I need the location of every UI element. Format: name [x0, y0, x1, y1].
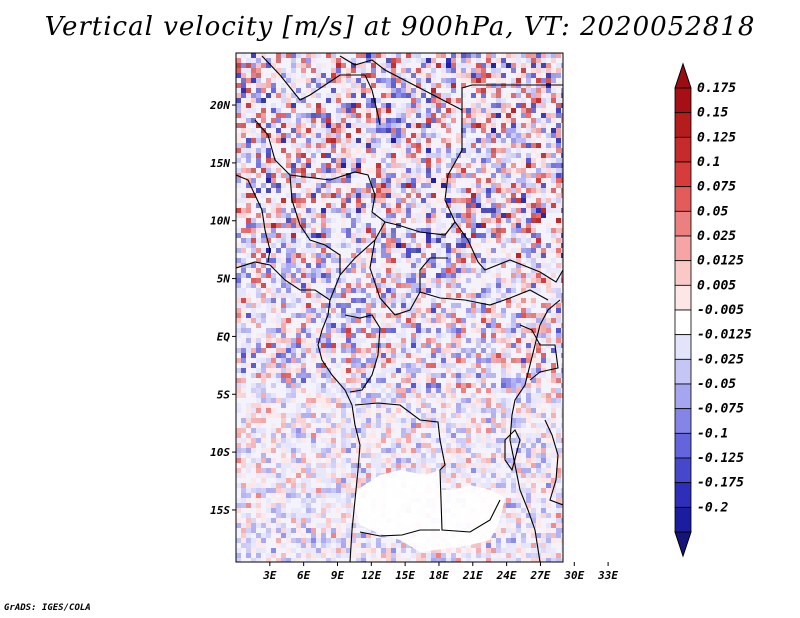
border-east-africa: [519, 324, 559, 381]
border-nigeria: [289, 174, 341, 275]
border-car: [384, 221, 456, 236]
lon-tick-label: 21E: [462, 569, 483, 582]
colorbar-label: 0.15: [697, 106, 728, 121]
colorbar-swatch: [674, 186, 692, 212]
colorbar-label: -0.0125: [697, 328, 752, 343]
lat-tick-label: 5S: [217, 388, 231, 401]
colorbar-swatch: [674, 408, 692, 434]
colorbar-swatch: [674, 482, 692, 508]
border-lake: [504, 429, 521, 472]
colorbar-label: -0.005: [697, 303, 744, 318]
lon-tick-label: 30E: [563, 569, 584, 582]
lat-tick-label: 10S: [210, 446, 230, 459]
lon-tick-label: 33E: [597, 569, 618, 582]
latitude-axis: 20N 15N 10N 5N EQ 5S 10S 15S: [209, 99, 236, 517]
border-drc-south: [354, 402, 501, 533]
colorbar-label: -0.125: [697, 451, 744, 466]
coastline-west: [236, 261, 361, 562]
colorbar-label: 0.125: [697, 130, 736, 145]
lat-tick-label: EQ: [217, 330, 231, 343]
colorbar-swatch: [674, 87, 692, 114]
colorbar-label: 0.005: [697, 278, 736, 293]
colorbar-label: 0.0125: [697, 254, 744, 269]
longitude-axis: 3E 6E 9E 12E 15E 18E 21E 24E 27E 30E 33E: [262, 562, 618, 582]
colorbar-label: -0.2: [697, 500, 728, 515]
lat-tick-label: 5N: [217, 273, 231, 286]
colorbar-swatch: [674, 383, 692, 410]
lat-tick-label: 10N: [210, 215, 230, 228]
border-north-1: [261, 55, 381, 126]
colorbar-swatch: [674, 506, 692, 533]
colorbar-swatch: [674, 112, 692, 138]
border-cameroon: [329, 221, 386, 301]
colorbar-bottom-arrow: [674, 531, 692, 558]
lon-tick-label: 27E: [530, 569, 551, 582]
lon-tick-label: 18E: [429, 569, 449, 582]
colorbar-label: 0.025: [697, 229, 736, 244]
plot-frame: [235, 52, 564, 563]
border-chad: [444, 110, 563, 283]
border-se: [544, 419, 563, 506]
colorbar-swatch: [674, 334, 692, 360]
colorbar-label: 0.175: [697, 81, 736, 96]
border-sahel: [254, 119, 386, 223]
border-north-2: [339, 55, 563, 111]
lon-tick-label: 15E: [395, 569, 415, 582]
colorbar-swatch: [674, 136, 692, 163]
lon-tick-label: 9E: [331, 569, 345, 582]
grads-credit: GrADS: IGES/COLA: [4, 603, 91, 613]
coastline-east: [509, 299, 561, 562]
colorbar-swatch: [674, 235, 692, 262]
colorbar-swatch: [674, 358, 692, 385]
border-angola: [359, 529, 440, 537]
lon-tick-label: 12E: [361, 569, 381, 582]
border-west-africa: [236, 174, 271, 263]
border-congo: [344, 314, 381, 393]
lat-tick-label: 15S: [210, 504, 230, 517]
country-borders: [236, 55, 563, 562]
lat-tick-label: 15N: [210, 157, 230, 170]
border-drc-north: [419, 289, 549, 306]
colorbar-swatch: [674, 457, 692, 484]
colorbar-swatch: [674, 309, 692, 336]
colorbar-label: 0.1: [697, 155, 720, 170]
colorbar-swatch: [674, 210, 692, 237]
lat-tick-label: 20N: [209, 99, 230, 112]
lon-tick-label: 6E: [297, 569, 311, 582]
border-cameroon-2: [369, 239, 448, 316]
colorbar-label: -0.175: [697, 476, 744, 491]
colorbar-swatch: [674, 284, 692, 311]
colorbar-label: -0.075: [697, 402, 744, 417]
colorbar-label: 0.075: [697, 180, 736, 195]
chart-title: Vertical velocity [m/s] at 900hPa, VT: 2…: [44, 12, 756, 42]
colorbar-label: -0.025: [697, 352, 744, 367]
colorbar-label: 0.05: [697, 204, 728, 219]
colorbar-swatch: [674, 260, 692, 286]
colorbar-top-arrow: [674, 62, 692, 89]
colorbar-swatch: [674, 161, 692, 188]
lon-tick-label: 3E: [262, 569, 277, 582]
lon-tick-label: 24E: [496, 569, 517, 582]
colorbar-swatch: [674, 432, 692, 459]
colorbar: 0.175 0.15 0.125 0.1 0.075 0.05 0.025 0.0125 0.0…: [674, 62, 752, 558]
colorbar-label: -0.1: [697, 426, 728, 441]
colorbar-label: -0.05: [697, 377, 736, 392]
vertical-velocity-field: [236, 53, 563, 562]
